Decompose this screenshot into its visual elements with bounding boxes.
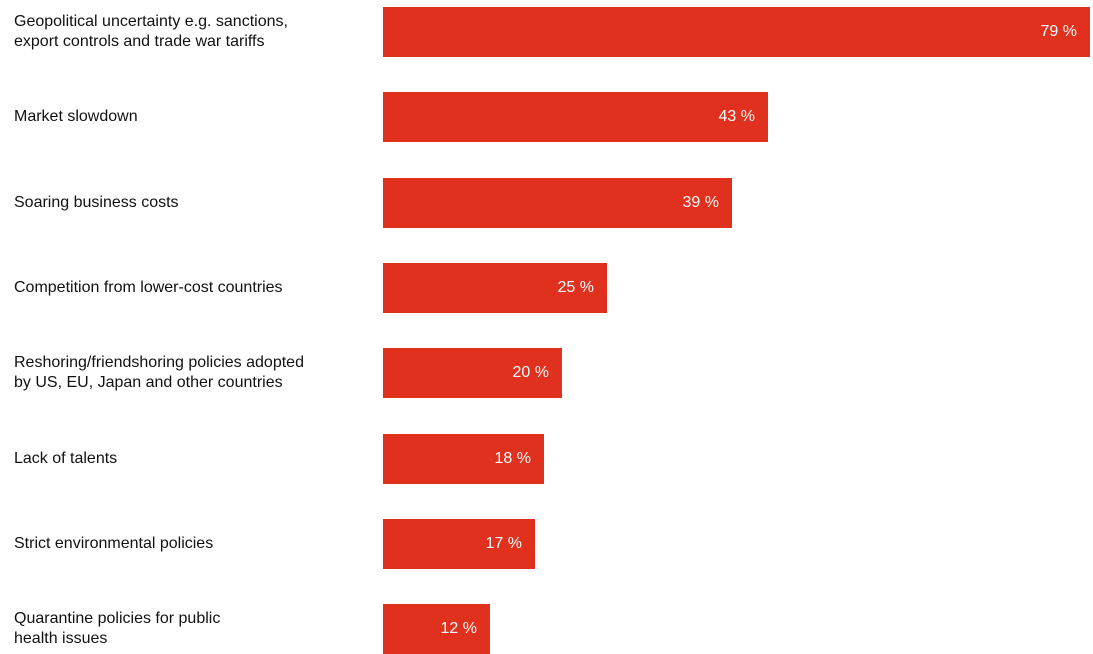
chart-row: Soaring business costs 39 %: [0, 178, 1093, 228]
chart-row: Strict environmental policies 17 %: [0, 519, 1093, 569]
chart-row: Quarantine policies for public health is…: [0, 604, 1093, 654]
bar: [383, 92, 768, 142]
bar-value-label: 12 %: [440, 620, 477, 637]
bar: [383, 519, 535, 569]
bar-value-label: 18 %: [494, 450, 531, 467]
bar-value-label: 39 %: [682, 194, 719, 211]
chart-row: Market slowdown 43 %: [0, 92, 1093, 142]
category-label: Lack of talents: [14, 450, 118, 467]
bar-value-label: 79 %: [1040, 23, 1077, 40]
bar-value-label: 17 %: [485, 535, 522, 552]
bar: [383, 348, 562, 398]
bar: [383, 7, 1090, 57]
bar: [383, 263, 607, 313]
category-label: Reshoring/friendshoring policies adopted…: [14, 354, 304, 391]
bar: [383, 178, 732, 228]
bar-value-label: 20 %: [512, 364, 549, 381]
bar: [383, 434, 544, 484]
bar-value-label: 25 %: [557, 279, 594, 296]
chart-row: Reshoring/friendshoring policies adopted…: [0, 348, 1093, 398]
bar-value-label: 43 %: [718, 108, 755, 125]
chart-row: Competition from lower-cost countries 25 …: [0, 263, 1093, 313]
category-label: Competition from lower-cost countries: [14, 279, 283, 296]
category-label: Strict environmental policies: [14, 535, 214, 552]
category-label: Geopolitical uncertainty e.g. sanctions,…: [14, 13, 288, 50]
chart-row: Geopolitical uncertainty e.g. sanctions,…: [0, 7, 1093, 57]
category-label: Soaring business costs: [14, 194, 179, 211]
bar: [383, 604, 490, 654]
category-label: Quarantine policies for public health is…: [14, 610, 221, 647]
chart-row: Lack of talents 18 %: [0, 434, 1093, 484]
category-label: Market slowdown: [14, 108, 138, 125]
